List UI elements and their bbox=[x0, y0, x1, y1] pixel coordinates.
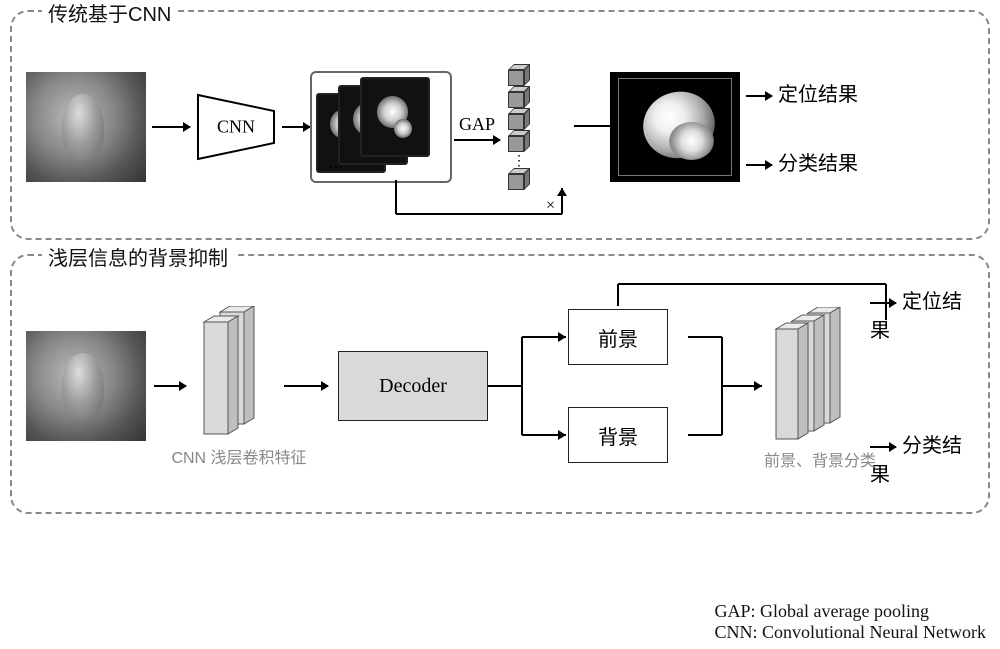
arrow-input-to-shallow bbox=[154, 385, 186, 387]
panel2-row: CNN 浅层卷积特征 Decoder 前景 bbox=[26, 274, 974, 498]
decoder-label: Decoder bbox=[379, 375, 447, 398]
arrow-to-cls bbox=[746, 164, 772, 166]
featmaps-ellipsis: … bbox=[328, 155, 346, 173]
arrow-input-to-cnn bbox=[152, 126, 190, 128]
panel1-outputs: 定位结果 分类结果 bbox=[746, 78, 858, 176]
shallow-feat-label: CNN 浅层卷积特征 bbox=[164, 444, 314, 468]
cnn-label: CNN bbox=[196, 117, 276, 138]
arrow-shallow-to-decoder bbox=[284, 385, 328, 387]
shallow-feature-block: CNN 浅层卷积特征 bbox=[194, 306, 274, 466]
cnn-trapezoid: CNN bbox=[196, 87, 276, 167]
background-box: 背景 bbox=[568, 407, 668, 463]
arrow-to-loc bbox=[746, 95, 772, 97]
classifier-label: 前景、背景分类 bbox=[750, 447, 890, 471]
gap-vector-cubes: ⋮ bbox=[508, 64, 530, 190]
fg-label: 前景 bbox=[598, 323, 638, 352]
input-image-bird-2 bbox=[26, 331, 146, 441]
gap-label: GAP bbox=[459, 114, 495, 135]
output-cls-label: 分类结果 bbox=[778, 153, 858, 175]
footer-glossary: GAP: Global average pooling CNN: Convolu… bbox=[715, 601, 986, 643]
arrow-to-loc-2 bbox=[870, 302, 896, 304]
output-heatmap bbox=[610, 72, 740, 182]
panel1-row: CNN … GAP bbox=[26, 30, 974, 224]
fork-region: 前景 背景 bbox=[488, 291, 688, 481]
output-loc-label-2: 定位结果 bbox=[870, 291, 962, 342]
footer-cnn: CNN: Convolutional Neural Network bbox=[715, 622, 986, 643]
cube-vdots: ⋮ bbox=[512, 156, 526, 164]
feature-map-stack: … bbox=[316, 77, 446, 177]
panel-shallow-bg-suppress: 浅层信息的背景抑制 CNN 浅层卷积特征 Decoder bbox=[10, 254, 990, 514]
panel-traditional-cnn: 传统基于CNN CNN bbox=[10, 10, 990, 240]
input-image-bird bbox=[26, 72, 146, 182]
foreground-box: 前景 bbox=[568, 309, 668, 365]
bg-label: 背景 bbox=[598, 421, 638, 450]
arrow-cnn-to-featmaps bbox=[282, 126, 310, 128]
svg-text:×: × bbox=[546, 197, 555, 214]
footer-gap: GAP: Global average pooling bbox=[715, 601, 986, 622]
arrow-to-cls-2 bbox=[870, 446, 896, 448]
arrow-gap bbox=[454, 139, 500, 141]
output-loc-label: 定位结果 bbox=[778, 84, 858, 106]
decoder-box: Decoder bbox=[338, 351, 488, 421]
panel1-title: 传统基于CNN bbox=[42, 0, 177, 27]
panel2-title: 浅层信息的背景抑制 bbox=[42, 242, 234, 271]
classifier-block: 前景、背景分类 bbox=[768, 301, 864, 471]
